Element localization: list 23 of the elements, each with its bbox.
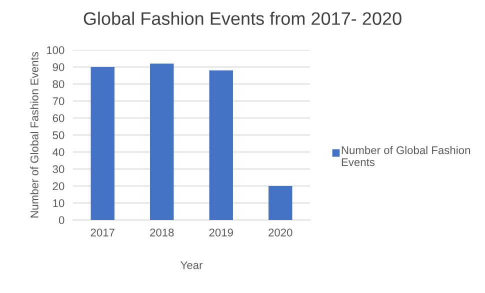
y-tick-label: 80: [52, 80, 64, 88]
bar: [268, 186, 292, 220]
x-tick-label: 2018: [150, 228, 174, 236]
y-tick-label: 60: [52, 114, 64, 122]
chart-title: Global Fashion Events from 2017- 2020: [84, 12, 402, 25]
y-tick-label: 10: [53, 199, 64, 208]
x-tick-label: 2017: [90, 228, 114, 236]
x-axis-title: Year: [180, 261, 203, 270]
bar: [209, 70, 233, 220]
y-tick-label: 40: [52, 148, 64, 156]
y-tick-label: 0: [58, 216, 64, 224]
bar: [90, 67, 114, 220]
y-axis-title: Number of Global Fashion Events: [30, 52, 38, 218]
x-tick-label: 2019: [209, 228, 233, 236]
y-tick-label: 100: [46, 46, 64, 54]
y-tick-label: 90: [52, 63, 64, 72]
y-tick-label: 50: [52, 131, 64, 140]
bar: [150, 64, 174, 220]
y-tick-label: 30: [52, 165, 64, 174]
x-tick-label: 2020: [268, 228, 292, 236]
y-tick-label: 70: [52, 97, 64, 106]
y-tick-label: 20: [52, 182, 64, 190]
legend-label: Number of Global Fashion Events: [342, 146, 470, 166]
